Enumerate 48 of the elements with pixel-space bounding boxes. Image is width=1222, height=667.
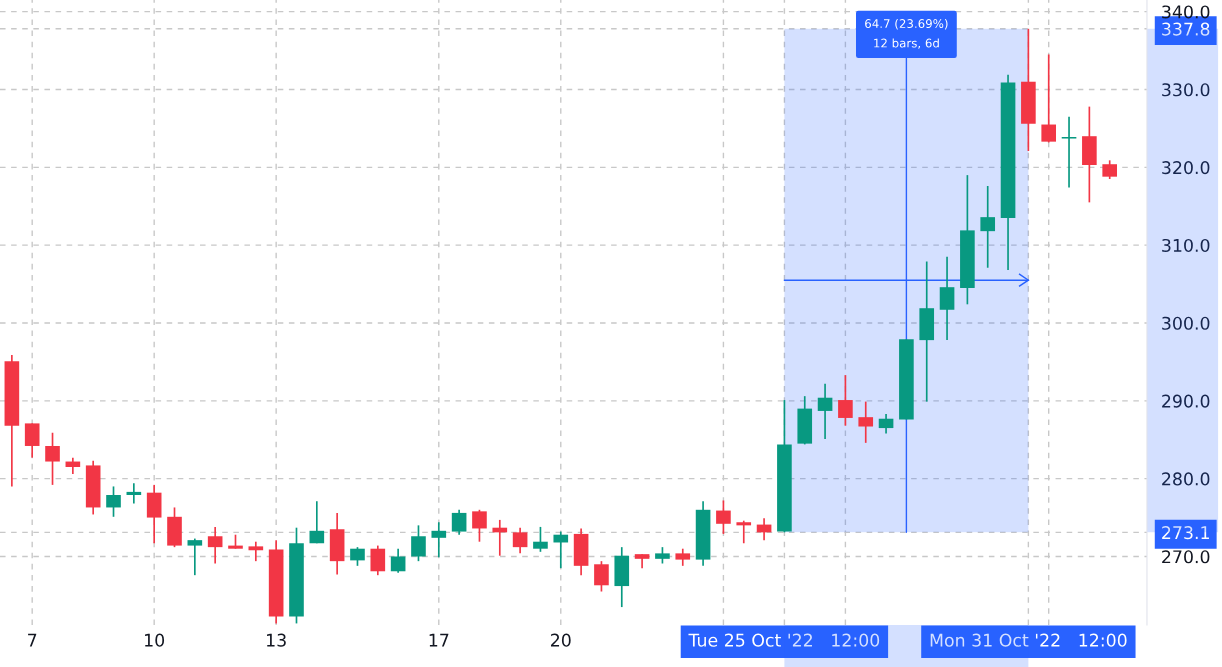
- candlestick: [1061, 115, 1077, 189]
- x-tick-label: 10: [145, 633, 165, 647]
- x-tick-label: 20: [551, 633, 571, 647]
- candlestick: [309, 500, 325, 545]
- candlestick: [126, 482, 142, 505]
- x-tick-label: 7: [28, 633, 37, 647]
- candlestick: [939, 256, 955, 341]
- band-label: 64.7 (23.69%) 12 bars, 6d: [865, 18, 948, 49]
- candlestick: [472, 508, 487, 543]
- y-tick-label: 320.0: [1162, 161, 1210, 175]
- y-tick-label: 300.0: [1162, 316, 1210, 330]
- candlestick: [207, 526, 223, 565]
- candlestick: [980, 185, 996, 269]
- x-tick-label: 13: [267, 633, 286, 647]
- candlestick: [1041, 53, 1057, 144]
- y-tick-label: 280.0: [1162, 472, 1210, 486]
- candlestick: [716, 499, 731, 535]
- candlestick: [24, 422, 40, 459]
- x-tick-label: Tue 25 Oct '22 12:00: [688, 633, 880, 647]
- candlestick: [533, 526, 548, 553]
- y-tick-label: 290.0: [1162, 394, 1210, 408]
- y-tick-label: 270.0: [1162, 550, 1210, 564]
- candlestick: [411, 524, 426, 562]
- candlestick: [594, 560, 609, 593]
- candlestick: [736, 519, 752, 545]
- candlestick: [350, 546, 365, 567]
- candlestick: [553, 530, 569, 569]
- x-tick-label: Mon 31 Oct '22 12:00: [930, 633, 1127, 647]
- candlestick: [390, 547, 406, 574]
- candlestick: [817, 382, 833, 440]
- candlestick: [512, 526, 528, 555]
- candlestick: [248, 540, 264, 562]
- y-tick-label: 330.0: [1162, 83, 1210, 97]
- candlestick: [431, 521, 447, 559]
- candlestick: [1102, 159, 1118, 180]
- candlestick: [858, 400, 874, 444]
- x-tick-label: 17: [429, 633, 449, 647]
- y-tick-label: 340.0: [1162, 5, 1210, 19]
- candlestick: [838, 374, 853, 427]
- y-tick-label: 310.0: [1162, 238, 1210, 253]
- y-tick-label: 337.8: [1162, 22, 1210, 36]
- y-tick-label: 273.1: [1162, 526, 1209, 540]
- candlestick: [451, 508, 467, 536]
- candlestick: [370, 544, 386, 577]
- candlestick: [187, 537, 203, 577]
- candlestick: [106, 485, 121, 518]
- candlestick: [45, 431, 60, 486]
- candlestick: [878, 413, 894, 435]
